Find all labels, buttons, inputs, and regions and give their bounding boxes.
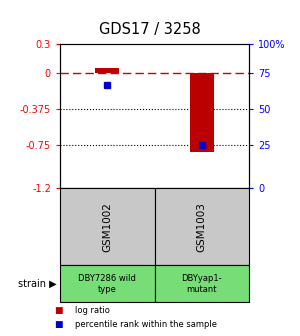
Text: percentile rank within the sample: percentile rank within the sample <box>75 320 217 329</box>
Text: ■: ■ <box>54 306 62 316</box>
Bar <box>60 265 154 302</box>
Bar <box>154 188 249 265</box>
Text: ■: ■ <box>54 320 62 329</box>
Text: GSM1002: GSM1002 <box>102 202 112 252</box>
Bar <box>95 68 119 73</box>
Bar <box>60 188 154 265</box>
Text: GSM1003: GSM1003 <box>197 202 207 252</box>
Bar <box>190 73 214 152</box>
Text: log ratio: log ratio <box>75 306 110 316</box>
Text: DBY7286 wild
type: DBY7286 wild type <box>78 274 136 294</box>
Text: DBYyap1-
mutant: DBYyap1- mutant <box>182 274 222 294</box>
Text: strain ▶: strain ▶ <box>18 279 57 289</box>
Bar <box>154 265 249 302</box>
Text: GDS17 / 3258: GDS17 / 3258 <box>99 22 201 37</box>
